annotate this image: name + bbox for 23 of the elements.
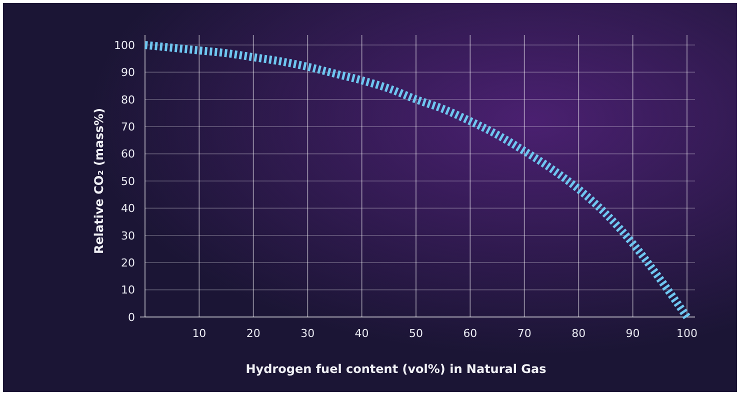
x-tick-label: 80 <box>572 327 586 340</box>
y-tick-label: 60 <box>121 148 135 161</box>
y-tick-label: 30 <box>121 229 135 242</box>
y-tick-label: 100 <box>114 38 135 52</box>
y-tick-label: 0 <box>128 310 135 324</box>
x-tick-label: 60 <box>463 327 478 340</box>
x-axis-title: Hydrogen fuel content (vol%) in Natural Gas <box>246 362 546 376</box>
y-axis-title: Relative CO₂ (mass%) <box>92 108 106 254</box>
x-tick-label: 30 <box>300 327 315 340</box>
y-tick-label: 40 <box>121 202 135 216</box>
x-tick-label: 40 <box>354 327 369 340</box>
x-tick-label: 20 <box>246 327 260 340</box>
y-tick-label: 10 <box>121 284 135 297</box>
x-tick-label: 50 <box>409 327 423 340</box>
y-tick-label: 90 <box>121 66 135 80</box>
y-tick-label: 70 <box>121 120 135 134</box>
x-tick-label: 10 <box>192 327 206 340</box>
y-tick-label: 80 <box>121 93 135 106</box>
y-tick-label: 50 <box>121 174 135 188</box>
x-tick-label: 70 <box>517 327 532 340</box>
x-tick-label: 100 <box>676 327 698 340</box>
y-tick-label: 20 <box>121 256 135 270</box>
x-tick-label: 90 <box>626 327 640 340</box>
